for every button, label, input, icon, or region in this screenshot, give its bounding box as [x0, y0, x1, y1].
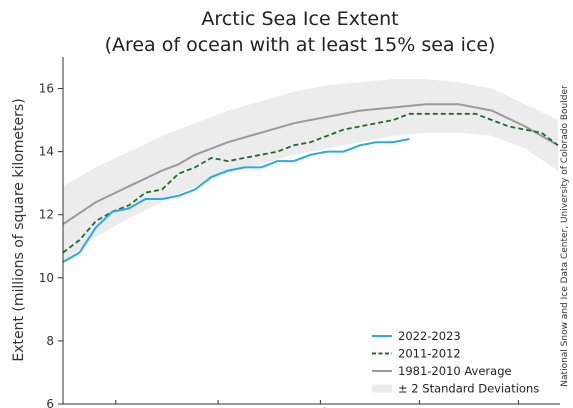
legend-label: 2011-2012: [398, 347, 461, 361]
y-tick-label: 14: [39, 145, 54, 159]
x-tick-label: Jan: [208, 406, 228, 408]
chart-subtitle: (Area of ocean with at least 15% sea ice…: [105, 34, 496, 56]
x-tick-label: Mar: [408, 406, 431, 408]
y-tick-label: 16: [39, 82, 54, 96]
legend-label: 2022-2023: [398, 329, 461, 343]
x-tick-label: Feb: [310, 406, 331, 408]
y-tick-label: 8: [46, 334, 54, 348]
y-tick-label: 12: [39, 208, 54, 222]
std-dev-band: [63, 79, 558, 262]
series-line-2: [62, 103, 559, 226]
legend-label: ± 2 Standard Deviations: [398, 382, 539, 396]
credit-text: National Snow and Ice Data Center, Unive…: [560, 85, 570, 387]
y-tick-label: 6: [46, 397, 54, 408]
axes: 6 8 10 12 14 16 Dec Jan Feb Mar Apr: [39, 57, 560, 408]
y-tick-label: 10: [39, 271, 54, 285]
plot-area: [62, 79, 559, 263]
x-tick-label: Apr: [508, 406, 529, 408]
legend-swatch: [372, 384, 392, 393]
x-tick-label: Dec: [104, 406, 127, 408]
chart-title: Arctic Sea Ice Extent: [201, 8, 398, 30]
series-line-0: [62, 138, 410, 263]
y-axis-label: Extent (millions of square kilometers): [11, 98, 27, 361]
legend: 2022-2023 2011-2012 1981-2010 Average ± 2 S…: [372, 329, 539, 396]
series-line-1: [62, 112, 559, 254]
legend-label: 1981-2010 Average: [398, 364, 512, 378]
